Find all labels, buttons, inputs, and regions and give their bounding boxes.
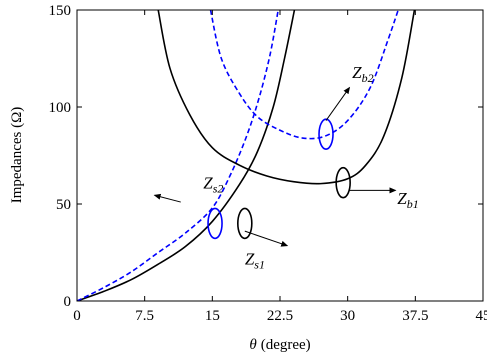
y-tick-label: 50 [56,197,71,213]
y-axis-label: Impedances (Ω) [9,107,25,204]
x-tick-label: 7.5 [135,308,154,324]
marker-ellipse-s1 [237,207,253,240]
y-tick-label: 0 [64,294,72,310]
series-line-zb1 [157,10,416,185]
x-tick-label: 37.5 [402,308,428,324]
marker-ellipse-b1 [335,166,351,199]
y-tick-label: 100 [49,100,72,116]
series-line-zs1 [77,10,296,301]
annotation-main: Z [245,249,255,268]
series-line-zb2 [209,10,399,140]
marker-ellipse-b2 [318,118,334,150]
annotation-subscript: s2 [213,182,224,196]
marker-ellipse-s2 [207,207,223,240]
plot-frame [76,9,484,302]
annotation-label-s1: Zs1 [245,249,265,271]
annotation-subscript: b1 [407,197,419,211]
x-tick-label: 15 [205,308,220,324]
x-tick-label: 0 [73,308,81,324]
annotation-label-b2: Zb2 [352,63,373,85]
annotation-label-b1: Zb1 [397,189,418,211]
annotation-main: Z [397,189,407,208]
x-tick-label: 45 [476,308,487,324]
x-axis-unit: (degree) [261,337,311,353]
x-tick-label: 30 [340,308,355,324]
annotation-subscript: s1 [254,257,265,271]
curve-layer [77,10,416,301]
annotation-arrow-s2 [153,193,181,203]
annotation-main: Z [203,174,213,193]
series-line-zs2 [77,10,279,301]
x-tick-label: 22.5 [267,308,293,324]
annotation-arrow-s1 [244,230,289,247]
x-axis-label: θ (degree) [249,337,310,353]
tick-layer: 0 7.5 15 22.5 30 37.5 45 0 50 100 150 [49,3,487,324]
annotation-arrow-b2 [325,86,351,121]
annotation-main: Z [352,63,362,82]
annotation-label-s2: Zs2 [203,174,223,196]
x-axis-symbol: θ [249,337,257,353]
y-tick-label: 150 [49,3,72,19]
annotation-subscript: b2 [362,71,374,85]
